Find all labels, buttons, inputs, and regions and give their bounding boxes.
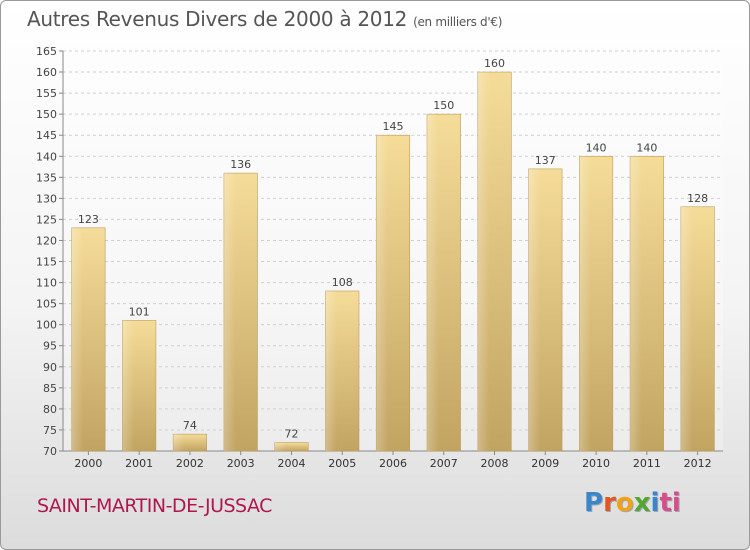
y-tick-label: 160 xyxy=(36,66,57,79)
y-tick-label: 70 xyxy=(43,445,57,458)
x-tick-label: 2012 xyxy=(684,457,712,470)
bar-highlight xyxy=(579,156,592,451)
data-label: 128 xyxy=(687,192,708,205)
y-tick-label: 95 xyxy=(43,340,57,353)
y-tick-label: 150 xyxy=(36,108,57,121)
y-tick-label: 135 xyxy=(36,171,57,184)
x-tick-label: 2000 xyxy=(74,457,102,470)
data-label: 108 xyxy=(332,276,353,289)
commune-name: SAINT-MARTIN-DE-JUSSAC xyxy=(37,495,272,517)
chart-title: Autres Revenus Divers de 2000 à 2012 (en … xyxy=(27,7,502,31)
x-tick-label: 2001 xyxy=(125,457,153,470)
data-label: 123 xyxy=(78,213,99,226)
x-tick-label: 2008 xyxy=(481,457,509,470)
bar-highlight xyxy=(71,227,84,451)
bars xyxy=(71,71,715,452)
y-tick-label: 120 xyxy=(36,234,57,247)
y-tick-label: 75 xyxy=(43,424,57,437)
x-tick-label: 2007 xyxy=(430,457,458,470)
y-tick-label: 165 xyxy=(36,45,57,58)
chart-unit-note: (en milliers d'€) xyxy=(413,15,503,29)
bar-highlight xyxy=(223,173,236,451)
y-tick-label: 90 xyxy=(43,361,57,374)
proxiti-logo: Proxiti xyxy=(584,488,681,518)
data-label: 140 xyxy=(586,141,607,154)
y-tick-label: 155 xyxy=(36,87,57,100)
y-tick-label: 80 xyxy=(43,403,57,416)
bar-highlight xyxy=(274,442,287,451)
y-tick-label: 145 xyxy=(36,129,57,142)
data-label: 140 xyxy=(636,141,657,154)
data-labels: 123 101 74 136 72 108 145 150 160 137 140 140 128 xyxy=(78,57,708,441)
bar-highlight xyxy=(427,114,439,451)
bar-highlight xyxy=(325,291,338,451)
bar-highlight xyxy=(528,168,541,452)
y-tick-label: 125 xyxy=(36,213,57,226)
bar-highlight xyxy=(680,206,693,451)
y-tick-label: 105 xyxy=(36,298,57,311)
chart-title-text: Autres Revenus Divers de 2000 à 2012 xyxy=(27,7,408,31)
y-tick-label: 85 xyxy=(43,382,57,395)
y-tick-label: 140 xyxy=(36,150,57,163)
data-label: 101 xyxy=(129,305,150,318)
x-tick-label: 2006 xyxy=(379,457,407,470)
bar-highlight xyxy=(173,434,185,451)
x-tick-label: 2011 xyxy=(633,457,661,470)
y-tick-label: 115 xyxy=(36,256,57,269)
bar-highlight xyxy=(122,320,135,451)
x-tick-label: 2010 xyxy=(582,457,610,470)
data-label: 72 xyxy=(284,428,298,441)
data-label: 136 xyxy=(230,158,251,171)
data-label: 150 xyxy=(433,99,454,112)
x-tick-label: 2003 xyxy=(227,457,255,470)
y-tick-label: 100 xyxy=(36,319,57,332)
bar-highlight xyxy=(376,135,388,452)
x-tick-label: 2005 xyxy=(328,457,356,470)
data-label: 145 xyxy=(383,120,404,133)
x-tick-label: 2002 xyxy=(176,457,204,470)
x-tick-label: 2009 xyxy=(531,457,559,470)
y-tick-label: 110 xyxy=(36,277,57,290)
data-label: 74 xyxy=(183,419,197,432)
data-label: 160 xyxy=(484,57,505,70)
y-tick-label: 130 xyxy=(36,192,57,205)
x-tick-label: 2004 xyxy=(277,457,305,470)
bar-highlight xyxy=(630,156,642,451)
axes: 7075808590951001051101151201251301351401… xyxy=(36,45,723,470)
data-label: 137 xyxy=(535,154,556,167)
bar-highlight xyxy=(477,72,490,451)
